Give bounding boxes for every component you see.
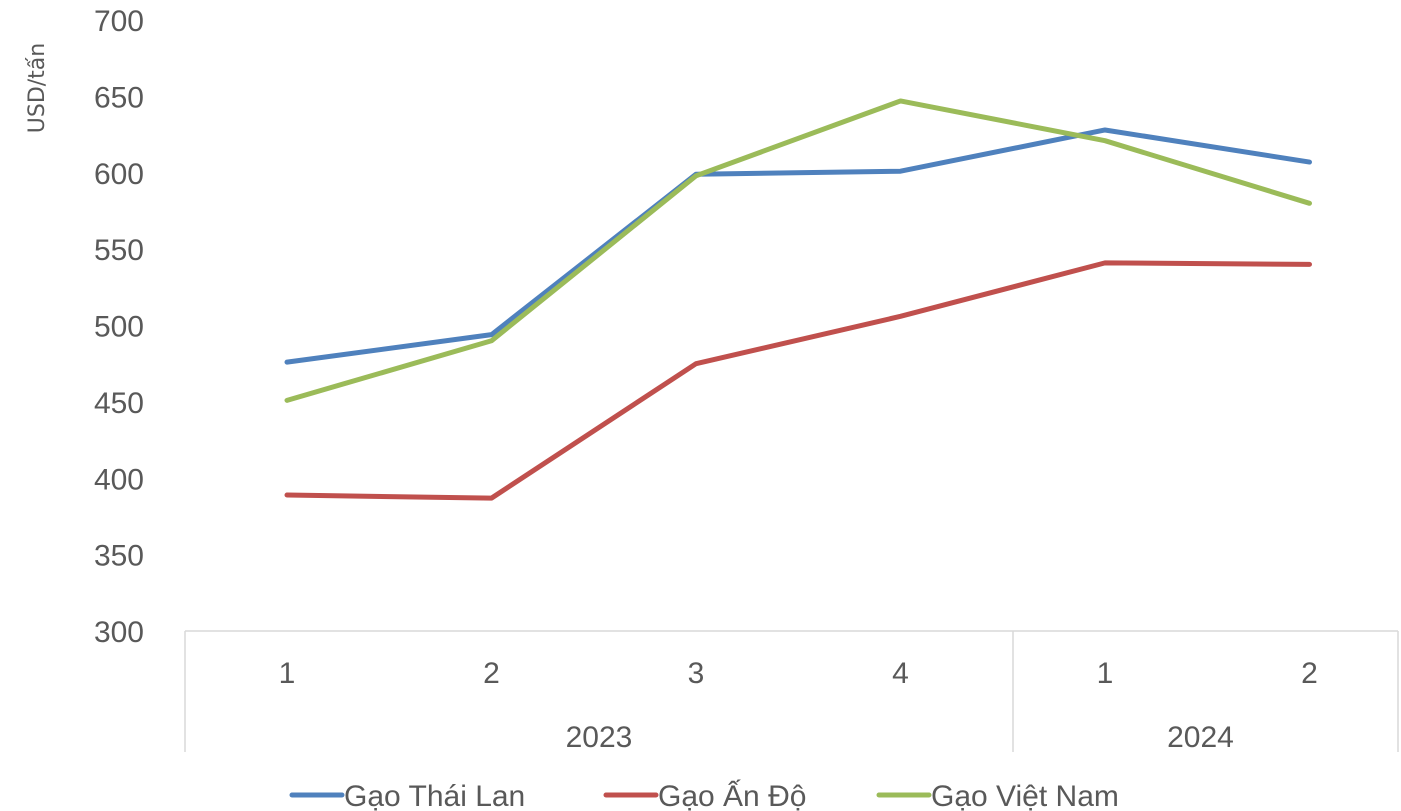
x-tick-label: 3 — [688, 657, 705, 690]
y-tick-label: 400 — [94, 463, 144, 496]
legend: Gạo Thái Lan Gạo Ấn Độ Gạo Việt Nam — [289, 779, 1119, 811]
x-tick-label: 2 — [483, 657, 500, 690]
x-tick-label: 4 — [892, 657, 909, 690]
series-line — [284, 260, 1312, 501]
x-tick-label: 1 — [1097, 657, 1114, 690]
y-tick-label: 700 — [94, 5, 144, 38]
y-axis-label: USD/tấn — [25, 43, 50, 133]
series-lines — [284, 98, 1312, 501]
series-line — [284, 127, 1312, 365]
x-group-label: 2024 — [1167, 721, 1234, 754]
y-tick-label: 350 — [94, 540, 144, 573]
y-axis: 300 350 400 450 500 550 600 650 700 — [94, 5, 144, 649]
legend-label: Gạo Việt Nam — [931, 780, 1119, 811]
series-line — [284, 98, 1312, 403]
x-tick-label: 2 — [1301, 657, 1318, 690]
legend-label: Gạo Ấn Độ — [658, 779, 806, 811]
y-tick-label: 650 — [94, 81, 144, 114]
x-group-label: 2023 — [566, 721, 633, 754]
y-tick-label: 450 — [94, 387, 144, 420]
x-axis: 1 2 3 4 1 2 2023 2024 — [184, 630, 1399, 754]
y-tick-label: 600 — [94, 158, 144, 191]
legend-label: Gạo Thái Lan — [344, 780, 525, 811]
y-tick-label: 300 — [94, 616, 144, 649]
x-tick-label: 1 — [279, 657, 296, 690]
y-tick-label: 550 — [94, 234, 144, 267]
y-tick-label: 500 — [94, 311, 144, 344]
